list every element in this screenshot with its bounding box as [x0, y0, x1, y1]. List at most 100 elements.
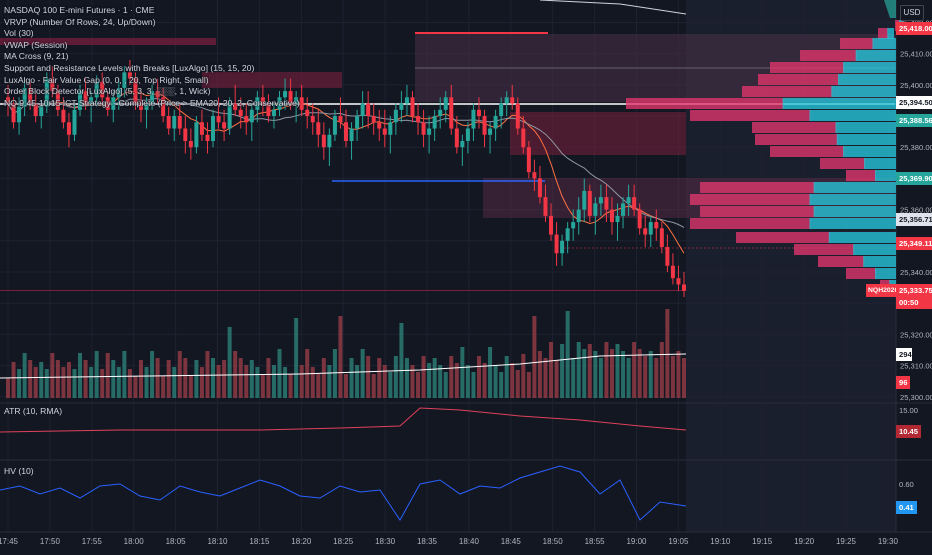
volume-bar-down: [161, 376, 166, 398]
volume-profile-down-bar: [690, 110, 811, 121]
volume-bar-down: [183, 358, 188, 398]
volume-profile-up-bar: [813, 182, 896, 193]
candle-up: [499, 103, 504, 117]
candle-down: [321, 134, 326, 148]
volume-bar-down: [55, 360, 60, 398]
volume-bar-up: [438, 365, 443, 398]
volume-profile-up-bar: [782, 98, 896, 109]
hv-line: [0, 465, 687, 521]
candle-up: [122, 72, 127, 88]
time-tick-label: 18:15: [249, 537, 270, 546]
candle-down: [549, 215, 554, 235]
candle-down: [449, 97, 454, 129]
candle-down: [344, 122, 348, 141]
currency-button[interactable]: USD: [900, 5, 924, 21]
volume-bar-up: [582, 349, 587, 398]
volume-bar-up: [615, 344, 620, 398]
volume-profile-up-bar: [835, 122, 896, 133]
volume-bar-down: [133, 376, 138, 398]
volume-bar-up: [116, 367, 121, 398]
volume-bar-down: [83, 360, 88, 398]
volume-profile-down-bar: [820, 158, 866, 169]
volume-bar-down: [510, 363, 515, 398]
indicator-vrvp[interactable]: VRVP (Number Of Rows, 24, Up/Down): [4, 16, 156, 27]
candle-down: [659, 228, 664, 248]
atr-legend[interactable]: ATR (10, RMA): [4, 406, 63, 416]
candle-up: [593, 203, 598, 216]
volume-bar-up: [399, 323, 404, 398]
indicator-ict-strategy[interactable]: NQ 9:45-10:15 ICT Strategy - Complete (P…: [4, 97, 300, 108]
candle-down: [410, 97, 415, 117]
indicator-order-block[interactable]: Order Block Detector [LuxAlgo] (5, 3, 3,…: [4, 86, 211, 97]
volume-profile-down-bar: [755, 134, 838, 145]
volume-bar-down: [50, 353, 55, 398]
volume-bar-up: [283, 367, 288, 398]
candle-up: [211, 116, 216, 141]
volume-bar-up: [277, 349, 282, 398]
candle-up: [144, 103, 149, 110]
candle-down: [537, 178, 542, 198]
candle-up: [427, 128, 432, 135]
candle-down: [305, 109, 310, 117]
volume-profile-up-bar: [875, 268, 896, 279]
candle-down: [260, 97, 265, 104]
time-tick-label: 18:30: [375, 537, 396, 546]
candle-up: [404, 97, 409, 104]
price-tag: 25,418.00: [896, 22, 932, 36]
volume-bar-up: [211, 358, 216, 398]
volume-bar-down: [537, 351, 542, 398]
volume-profile-up-bar: [843, 62, 896, 73]
price-tick-label: 25,360.00: [900, 206, 932, 215]
candle-up: [560, 240, 565, 254]
candle-down: [382, 128, 387, 135]
volume-profile-up-bar: [855, 50, 896, 61]
volume-bar-up: [44, 369, 49, 398]
volume-bar-down: [316, 374, 321, 398]
volume-bar-up: [22, 353, 27, 398]
time-tick-label: 17:45: [0, 537, 19, 546]
volume-bar-down: [366, 356, 371, 398]
volume-profile-down-bar: [794, 244, 855, 255]
candle-down: [205, 134, 210, 141]
time-tick-label: 18:45: [501, 537, 522, 546]
candle-down: [637, 209, 642, 229]
hv-legend[interactable]: HV (10): [4, 466, 34, 476]
volume-bar-down: [515, 370, 520, 398]
volume-bar-down: [377, 358, 382, 398]
atr-axis-label: 15.00: [899, 406, 919, 415]
volume-bar-up: [504, 356, 509, 398]
candle-up: [565, 228, 570, 241]
indicator-fair-value-gap[interactable]: LuxAlgo - Fair Value Gap (0, 0, , 20, To…: [4, 74, 209, 85]
indicator-vwap[interactable]: VWAP (Session): [4, 39, 68, 50]
candle-down: [161, 97, 166, 117]
candle-down: [316, 122, 321, 135]
indicator-support-resistance[interactable]: Support and Resistance Levels with Break…: [4, 62, 255, 73]
price-tick-label: 25,320.00: [900, 330, 932, 339]
volume-bar-down: [288, 374, 293, 398]
volume-bar-down: [66, 362, 71, 398]
candle-down: [33, 103, 38, 117]
price-tick-label: 25,400.00: [900, 81, 932, 90]
volume-profile-down-bar: [736, 232, 830, 243]
candle-up: [443, 97, 448, 110]
volume-profile-down-bar: [742, 86, 833, 97]
last-price-countdown: 00:50: [896, 296, 932, 309]
indicator-volume[interactable]: Vol (30): [4, 28, 34, 39]
volume-bar-up: [150, 351, 155, 398]
time-tick-label: 19:05: [668, 537, 689, 546]
volume-bar-down: [33, 367, 38, 398]
candle-up: [17, 106, 22, 123]
volume-bar-down: [188, 376, 193, 398]
indicator-ma-cross[interactable]: MA Cross (9, 21): [4, 51, 69, 62]
candle-up: [621, 203, 626, 216]
volume-bar-up: [355, 365, 360, 398]
volume-bar-down: [138, 360, 143, 398]
time-tick-label: 18:25: [333, 537, 354, 546]
volume-bar-down: [549, 342, 554, 398]
volume-bar-down: [521, 354, 526, 398]
time-tick-label: 18:55: [585, 537, 606, 546]
volume-bar-down: [670, 356, 675, 398]
symbol-title[interactable]: NASDAQ 100 E-mini Futures · 1 · CME: [4, 5, 155, 15]
